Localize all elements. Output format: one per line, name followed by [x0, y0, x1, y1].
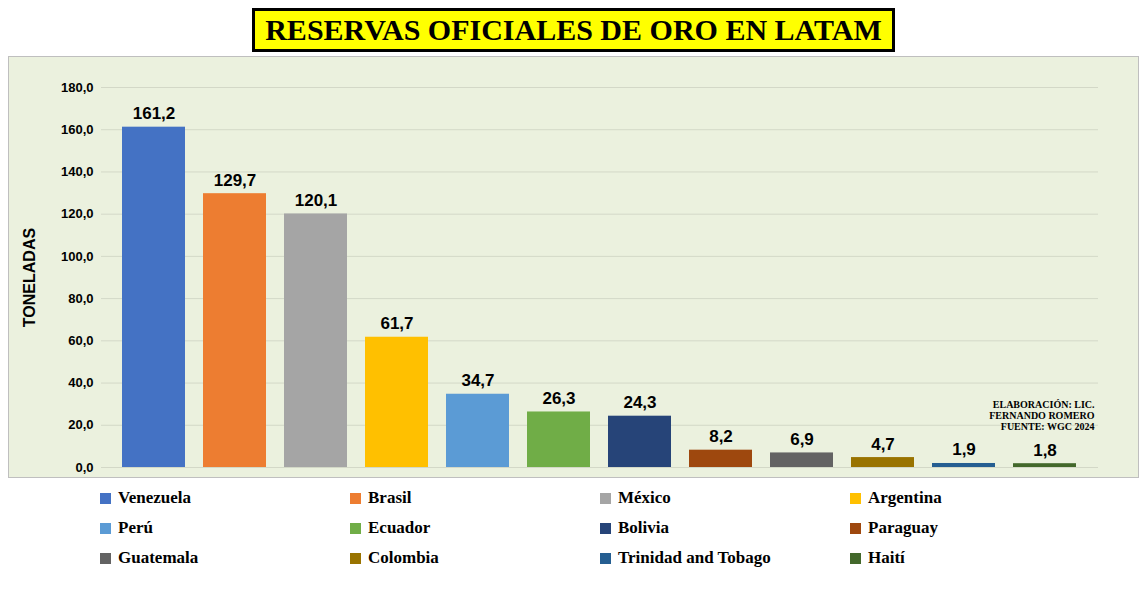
html-text:México: México	[618, 488, 671, 507]
svg-text:61,7: 61,7	[380, 314, 413, 333]
html-text:Bolivia: Bolivia	[618, 518, 669, 537]
svg-text:4,7: 4,7	[871, 435, 895, 454]
html-text:Colombia: Colombia	[368, 548, 439, 567]
svg-text:60,0: 60,0	[68, 333, 93, 348]
svg-text:100,0: 100,0	[61, 249, 94, 264]
svg-text:26,3: 26,3	[542, 389, 575, 408]
svg-text:24,3: 24,3	[623, 393, 656, 412]
svg-text:80,0: 80,0	[68, 291, 93, 306]
svg-text:120,0: 120,0	[61, 206, 94, 221]
svg-text:6,9: 6,9	[790, 430, 814, 449]
svg-text:0,0: 0,0	[75, 460, 93, 475]
svg-text:180,0: 180,0	[61, 80, 94, 95]
svg-text:129,7: 129,7	[214, 171, 257, 190]
svg-text:20,0: 20,0	[68, 417, 93, 432]
svg-text:40,0: 40,0	[68, 375, 93, 390]
svg-text:120,1: 120,1	[295, 191, 338, 210]
svg-text:34,7: 34,7	[461, 371, 494, 390]
html-text:Venezuela: Venezuela	[118, 488, 191, 507]
svg-text:161,2: 161,2	[133, 104, 176, 123]
html-text:Perú: Perú	[118, 518, 153, 537]
svg-text:ELABORACIÓN: LIC.FERNANDO ROME: ELABORACIÓN: LIC.FERNANDO ROMEROFUENTE: …	[989, 399, 1095, 432]
svg-text:8,2: 8,2	[709, 427, 733, 446]
html-text:Paraguay: Paraguay	[868, 518, 938, 537]
svg-text:1,9: 1,9	[952, 440, 976, 459]
html-text:Brasil: Brasil	[368, 488, 412, 507]
html-text:Argentina: Argentina	[868, 488, 942, 507]
html-text:RESERVAS OFICIALES DE ORO EN L: RESERVAS OFICIALES DE ORO EN LATAM	[265, 13, 882, 46]
svg-text:TONELADAS: TONELADAS	[21, 228, 38, 328]
html-text:Trinidad and Tobago: Trinidad and Tobago	[618, 548, 771, 567]
svg-text:1,8: 1,8	[1033, 441, 1057, 460]
html-text:Haití: Haití	[868, 548, 905, 567]
html-text:Guatemala: Guatemala	[118, 548, 199, 567]
html-text:Ecuador: Ecuador	[368, 518, 431, 537]
svg-text:140,0: 140,0	[61, 164, 94, 179]
svg-text:160,0: 160,0	[61, 122, 94, 137]
